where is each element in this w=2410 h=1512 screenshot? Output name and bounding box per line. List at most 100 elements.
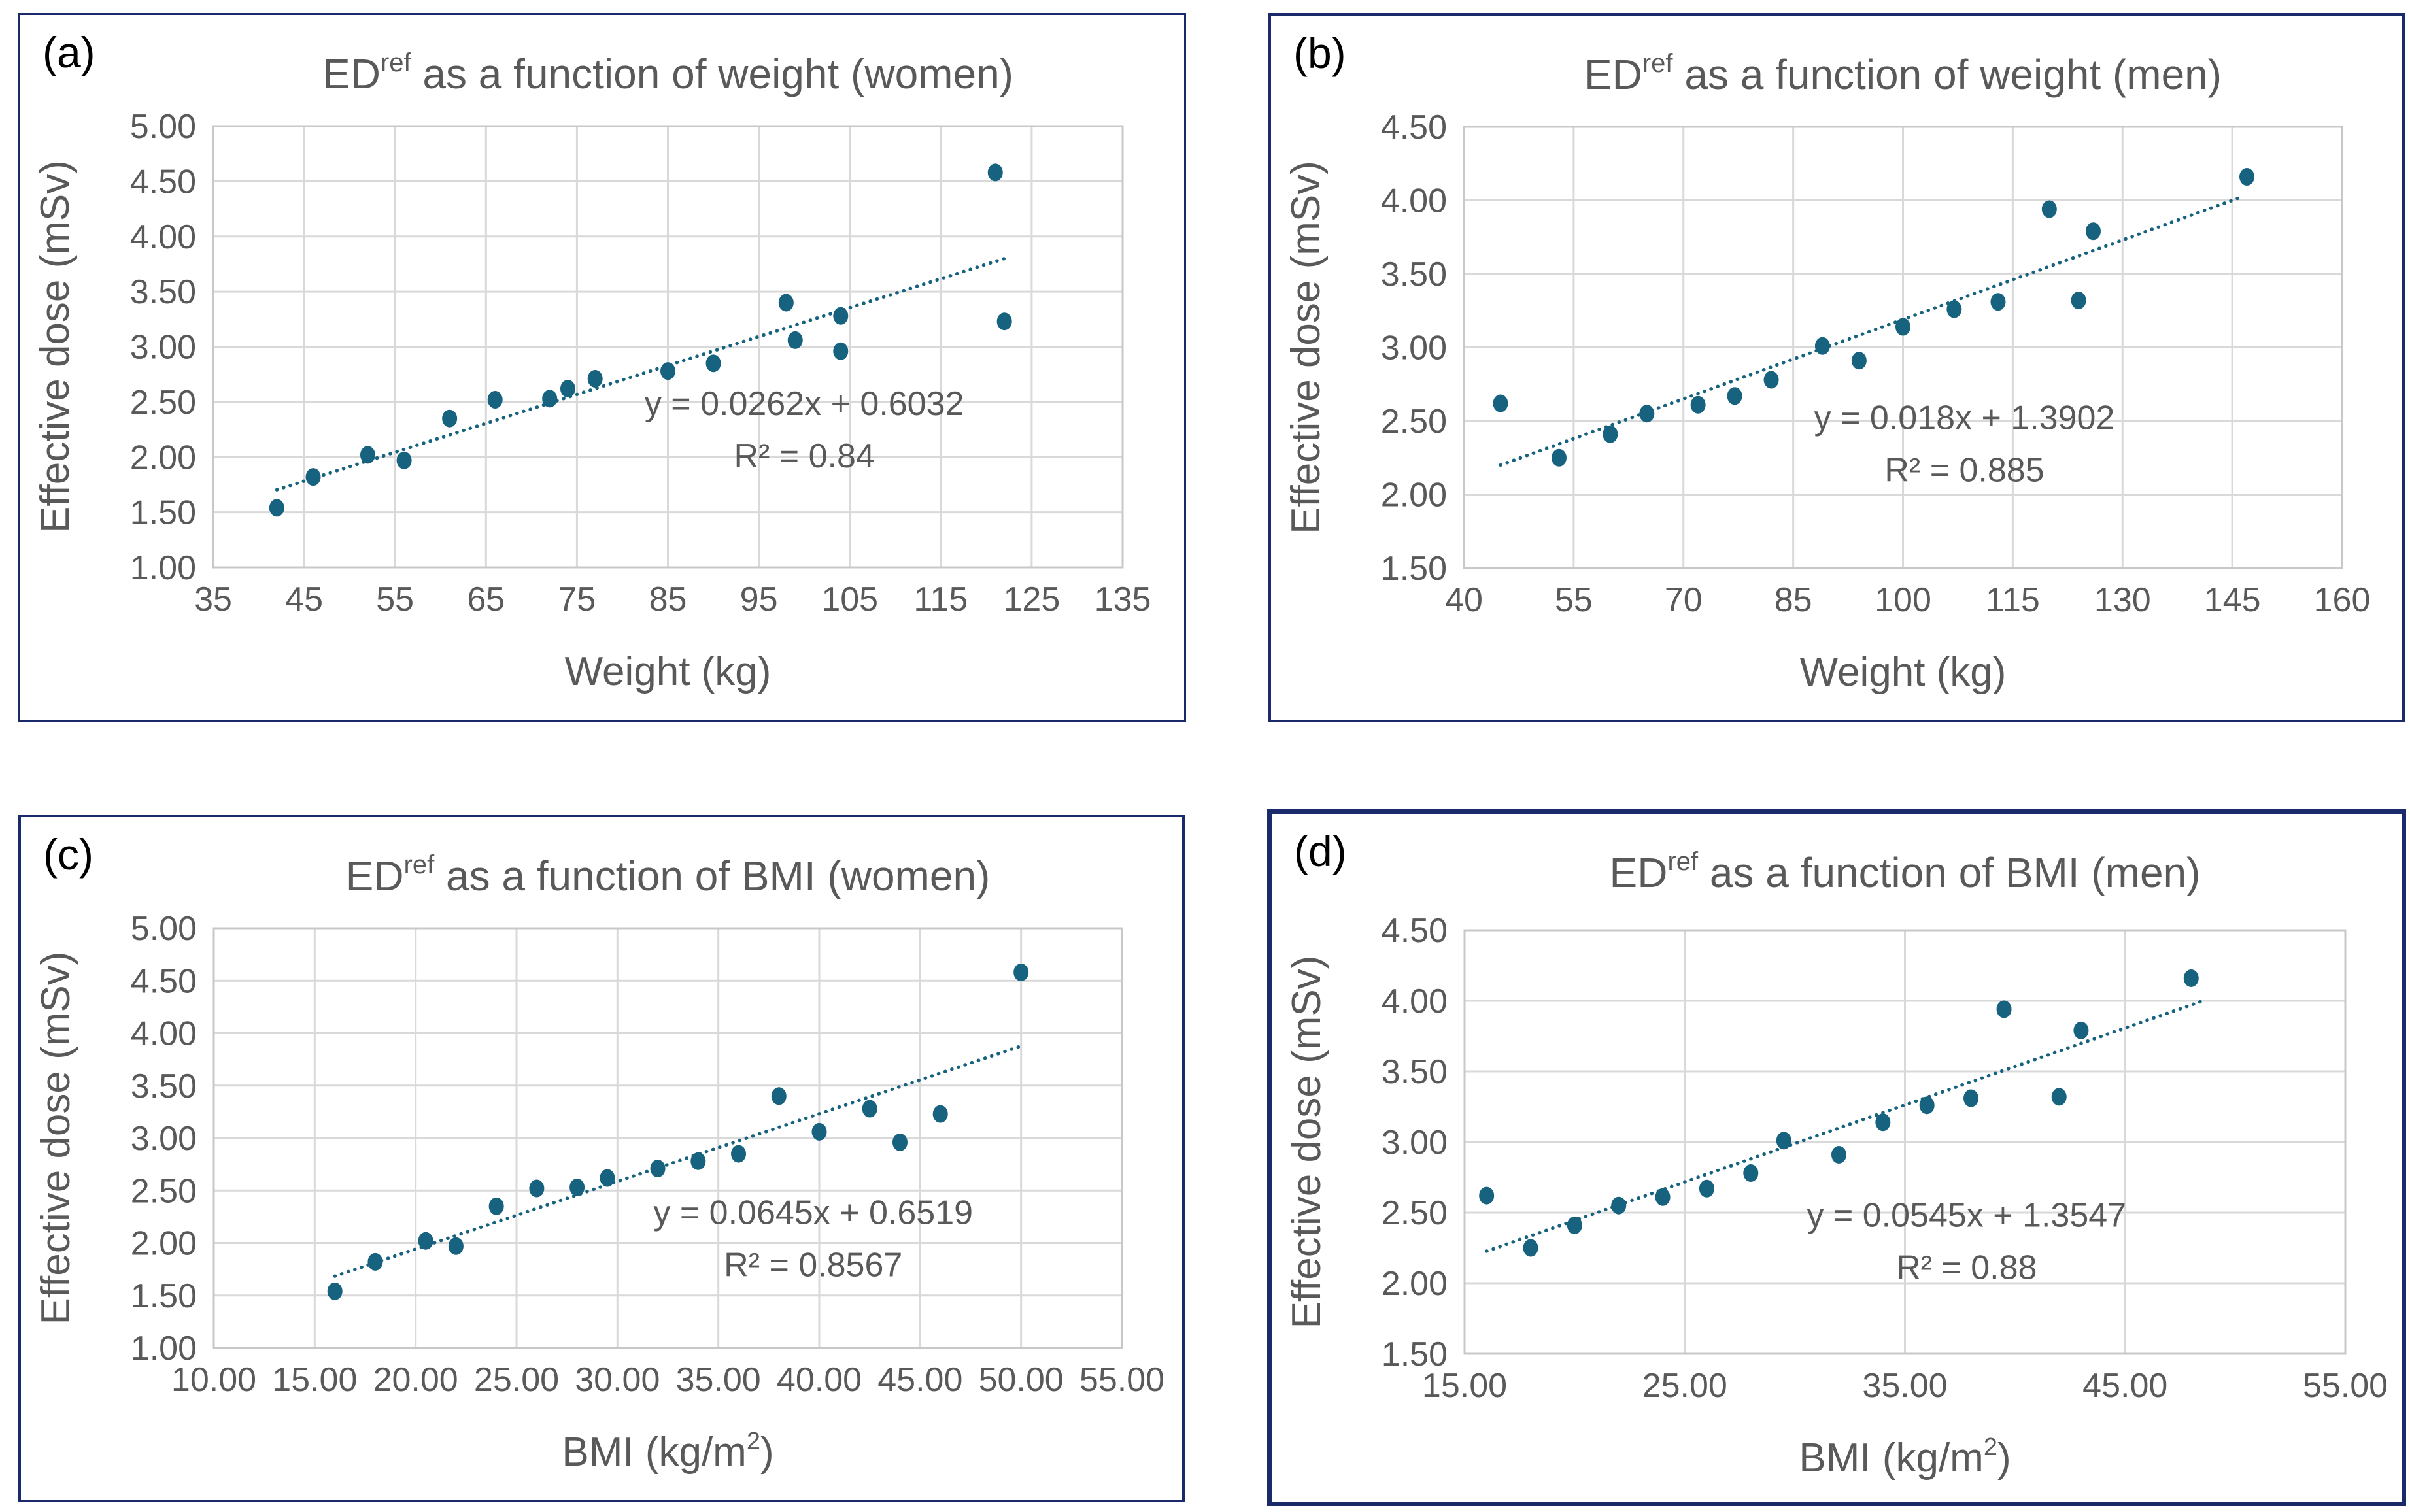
scatter-point xyxy=(1875,1113,1891,1132)
trendline-r-squared: R² = 0.8567 xyxy=(724,1247,902,1285)
chart-a-svg: 1.00 1.50 2.00 2.50 3.00 3.50 4.00 4.50 5.00 35 45… xyxy=(33,48,1151,694)
x-tick-label: 15.00 xyxy=(1422,1367,1507,1405)
scatter-point xyxy=(1776,1132,1791,1150)
x-tick-label: 75 xyxy=(558,580,596,618)
trendline-r-squared: R² = 0.885 xyxy=(1884,451,2044,489)
scatter-point xyxy=(2239,168,2255,186)
chart-b-svg: 1.50 2.00 2.50 3.00 3.50 4.00 4.50 40 55 70 85 100 1… xyxy=(1283,49,2370,695)
x-tick-label: 40 xyxy=(1445,581,1483,619)
chart-title: EDref as a function of BMI (men) xyxy=(1610,847,2201,896)
scatter-point xyxy=(327,1282,343,1300)
scatter-point xyxy=(778,294,794,312)
x-tick-label: 45 xyxy=(285,580,323,618)
scatter-point xyxy=(1639,405,1655,423)
scatter-point xyxy=(2051,1088,2067,1106)
scatter-point xyxy=(833,307,849,325)
y-tick-label: 2.50 xyxy=(130,384,196,422)
scatter-point xyxy=(660,362,675,380)
trendline xyxy=(1485,999,2204,1253)
y-tick-label: 1.50 xyxy=(1382,1336,1448,1373)
scatter-point xyxy=(587,369,603,388)
panel-label-d: (d) xyxy=(1294,827,1347,875)
scatter-point xyxy=(771,1087,787,1105)
x-tick-label: 30.00 xyxy=(575,1361,660,1399)
x-tick-label: 85 xyxy=(649,580,687,618)
y-tick-label: 4.50 xyxy=(131,962,197,1000)
scatter-point xyxy=(1013,963,1029,981)
scatter-point xyxy=(569,1178,585,1196)
scatter-point xyxy=(1523,1239,1538,1257)
x-tick-label: 55 xyxy=(376,580,414,618)
y-tick-label: 3.50 xyxy=(1381,256,1447,294)
scatter-point xyxy=(787,331,803,349)
scatter-point xyxy=(367,1252,383,1271)
y-tick-label: 3.50 xyxy=(131,1067,197,1105)
scatter-point xyxy=(1763,371,1779,389)
y-tick-label: 4.00 xyxy=(1381,182,1447,220)
panel-label-b: (b) xyxy=(1293,29,1346,77)
trendline xyxy=(275,256,1006,492)
y-tick-label: 4.50 xyxy=(1382,912,1448,950)
panel-label-c: (c) xyxy=(43,830,93,879)
chart-title: EDref as a function of weight (women) xyxy=(322,48,1013,97)
scatter-point xyxy=(932,1105,948,1123)
x-tick-label: 115 xyxy=(913,580,968,618)
y-tick-label: 4.00 xyxy=(130,218,196,256)
plot-area-border xyxy=(1463,126,2343,569)
y-tick-label: 5.00 xyxy=(130,108,196,146)
y-tick-label: 1.00 xyxy=(131,1330,197,1368)
x-tick-label: 85 xyxy=(1774,581,1812,619)
y-axis-title: Effective dose (mSv) xyxy=(1283,161,1329,534)
x-tick-label: 25.00 xyxy=(1642,1367,1727,1405)
scatter-point xyxy=(396,451,412,469)
y-tick-label: 4.00 xyxy=(131,1015,197,1053)
scatter-point xyxy=(1996,1000,2012,1018)
x-tick-label: 35 xyxy=(194,580,232,618)
trendline-r-squared: R² = 0.88 xyxy=(1896,1249,2037,1287)
scatter-point xyxy=(269,499,284,517)
scatter-point xyxy=(1919,1096,1935,1115)
scatter-point xyxy=(1493,394,1508,412)
y-tick-label: 1.50 xyxy=(131,1277,197,1315)
y-tick-label: 3.00 xyxy=(1381,329,1447,367)
scatter-point xyxy=(705,354,721,373)
trendline-equation: y = 0.0262x + 0.6032 xyxy=(645,385,964,423)
y-tick-label: 2.00 xyxy=(1382,1265,1448,1303)
chart-panel-d: (d) 1.50 2.00 2.50 3.00 3.50 4.00 4.50 15.00 25.… xyxy=(1267,809,2406,1506)
y-tick-label: 3.00 xyxy=(131,1120,197,1158)
x-tick-label: 10.00 xyxy=(171,1361,256,1399)
panel-label-a: (a) xyxy=(42,28,95,76)
x-tick-label: 145 xyxy=(2204,581,2261,619)
scatter-point xyxy=(811,1122,827,1141)
scatter-point xyxy=(1479,1186,1495,1205)
y-axis-title: Effective dose (mSv) xyxy=(33,160,78,533)
x-tick-label: 35.00 xyxy=(676,1361,761,1399)
scatter-point xyxy=(360,446,375,464)
scatter-point xyxy=(731,1145,747,1163)
scatter-point xyxy=(305,468,321,486)
scatter-point xyxy=(488,1197,504,1215)
x-axis-title: Weight (kg) xyxy=(1800,650,2007,695)
x-tick-label: 55 xyxy=(1555,581,1593,619)
scatter-point xyxy=(1743,1164,1759,1183)
y-tick-label: 3.50 xyxy=(1382,1053,1448,1091)
scatter-point xyxy=(2041,200,2057,218)
scatter-point xyxy=(996,312,1012,331)
y-tick-label: 1.50 xyxy=(130,494,196,532)
scatter-point xyxy=(862,1100,877,1118)
scatter-point xyxy=(690,1152,706,1170)
x-tick-label: 50.00 xyxy=(979,1361,1064,1399)
y-tick-label: 3.00 xyxy=(130,329,196,367)
x-tick-label: 100 xyxy=(1875,581,1931,619)
plot-area-border xyxy=(1463,929,2347,1355)
x-tick-label: 55.00 xyxy=(1079,1361,1164,1399)
y-tick-label: 1.00 xyxy=(130,549,196,587)
y-tick-label: 4.00 xyxy=(1382,983,1448,1020)
plot-area-border xyxy=(212,125,1124,569)
y-tick-label: 5.00 xyxy=(131,910,197,948)
chart-c-svg: 1.00 1.50 2.00 2.50 3.00 3.50 4.00 4.50 5.00 10.0… xyxy=(33,850,1164,1475)
x-tick-label: 65 xyxy=(467,580,505,618)
scatter-point xyxy=(2071,292,2086,309)
scatter-point xyxy=(650,1160,666,1178)
x-tick-label: 15.00 xyxy=(272,1361,357,1399)
